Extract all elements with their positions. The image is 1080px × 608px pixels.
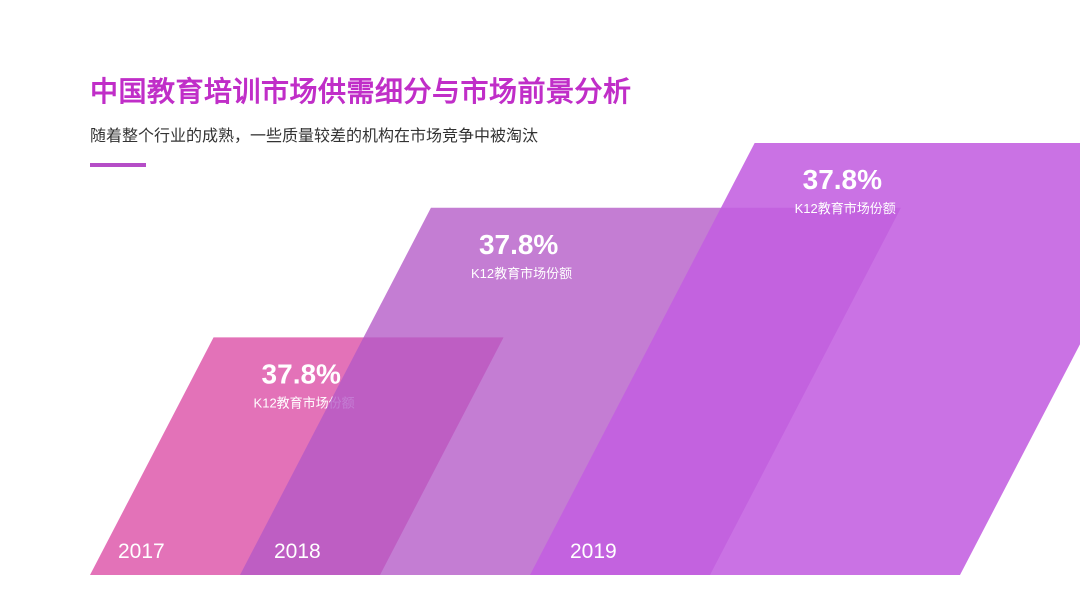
year-label-2018: 2018: [274, 540, 321, 563]
caption-label-2019: K12教育市场份额: [795, 201, 896, 216]
value-label-2019: 37.8%: [803, 164, 882, 195]
page-subtitle: 随着整个行业的成熟，一些质量较差的机构在市场竞争中被淘汰: [90, 128, 539, 145]
caption-label-2018: K12教育市场份额: [471, 266, 572, 281]
value-label-2018: 37.8%: [479, 229, 558, 260]
accent-divider: [90, 163, 146, 167]
page-title: 中国教育培训市场供需细分与市场前景分析: [90, 76, 632, 107]
value-label-2017: 37.8%: [262, 358, 341, 389]
year-label-2017: 2017: [118, 540, 165, 563]
year-label-2019: 2019: [570, 540, 617, 563]
bar-2019: [530, 143, 1080, 575]
